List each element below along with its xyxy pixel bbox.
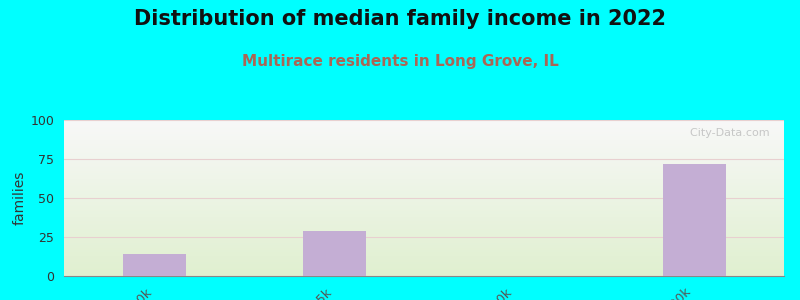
Bar (302, 231, 366, 276)
Y-axis label: families: families (12, 171, 26, 225)
Bar (662, 164, 726, 276)
Text: Distribution of median family income in 2022: Distribution of median family income in … (134, 9, 666, 29)
Bar (122, 254, 186, 276)
Text: Multirace residents in Long Grove, IL: Multirace residents in Long Grove, IL (242, 54, 558, 69)
Text: City-Data.com: City-Data.com (683, 128, 770, 138)
